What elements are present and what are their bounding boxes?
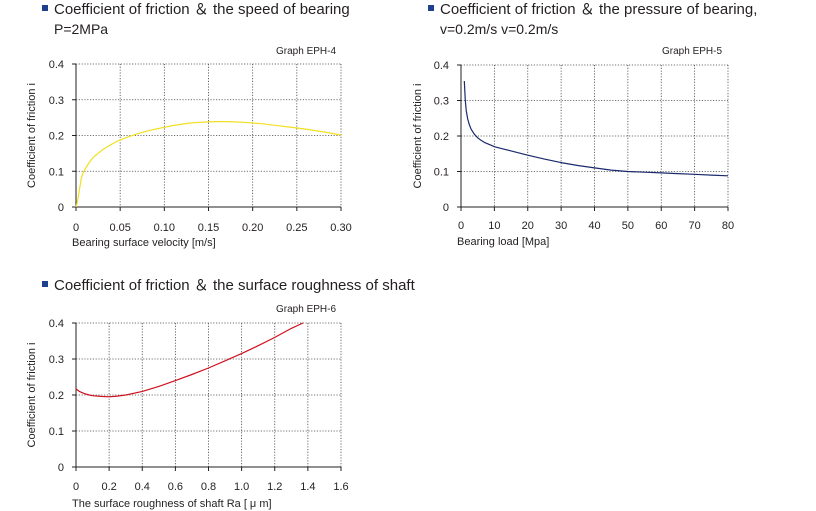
y-tick-label: 0	[58, 202, 64, 214]
x-tick-label: 40	[588, 220, 600, 232]
x-tick-label: 0.10	[154, 222, 175, 234]
chart-panel-eph4: Coefficient of friction ＆ the speed of b…	[0, 0, 360, 260]
chart-heading-text: Coefficient of friction ＆ the speed of b…	[54, 1, 350, 18]
graph-id: Graph EPH-4	[276, 46, 337, 57]
x-tick-label: 70	[689, 220, 701, 232]
x-tick-label: 0.8	[201, 481, 216, 493]
series-line	[463, 80, 729, 177]
x-tick-label: 1.6	[333, 481, 348, 493]
y-tick-label: 0.2	[434, 131, 449, 143]
x-tick-label: 30	[555, 220, 567, 232]
series-line	[75, 121, 342, 208]
x-tick-label: 50	[622, 220, 634, 232]
y-tick-label: 0.2	[49, 390, 64, 402]
x-tick-label: 0.30	[330, 222, 351, 234]
y-axis-label: Coefficient of friction i	[26, 343, 38, 448]
x-tick-label: 0.6	[168, 481, 183, 493]
chart-heading: Coefficient of friction ＆ the speed of b…	[42, 0, 350, 19]
x-tick-label: 0.20	[242, 222, 263, 234]
x-tick-label: 20	[522, 220, 534, 232]
x-tick-label: 80	[722, 220, 734, 232]
x-tick-label: 1.4	[300, 481, 315, 493]
chart-heading: Coefficient of friction ＆ the surface ro…	[42, 276, 415, 295]
y-tick-label: 0.1	[434, 167, 449, 179]
y-tick-label: 0.3	[49, 95, 64, 107]
x-axis-label: Bearing surface velocity [m/s]	[72, 237, 216, 249]
chart-heading-text: Coefficient of friction ＆ the surface ro…	[54, 277, 415, 294]
y-tick-label: 0.4	[49, 318, 64, 330]
graph-id: Graph EPH-6	[276, 304, 337, 315]
x-tick-label: 0	[73, 222, 79, 234]
x-tick-label: 1.2	[267, 481, 282, 493]
x-tick-label: 0	[73, 481, 79, 493]
bullet-icon	[42, 281, 48, 287]
chart-eph6: 0 0.2 0.4 0.6 0.8 1.0 1.2 1.4 1.6 0 0.1 0.2 0.3 0.4 Th…	[26, 318, 349, 510]
x-tick-label: 10	[488, 220, 500, 232]
y-tick-label: 0.3	[434, 96, 449, 108]
x-tick-label: 0.15	[198, 222, 219, 234]
y-tick-label: 0.1	[49, 166, 64, 178]
series-line	[75, 322, 304, 398]
x-tick-label: 0	[458, 220, 464, 232]
y-tick-label: 0	[58, 462, 64, 474]
chart-eph5: 0 10 20 30 40 50 60 70 80 0 0.1 0.2 0.3 0.4 Bearing lo…	[412, 60, 734, 248]
x-axis-label: The surface roughness of shaft Ra [ μ m]	[72, 498, 272, 510]
y-tick-label: 0.1	[49, 426, 64, 438]
x-tick-label: 0.25	[286, 222, 307, 234]
x-tick-label: 0.05	[109, 222, 130, 234]
chart-subheading: P=2MPa	[54, 21, 109, 37]
x-tick-label: 0.2	[101, 481, 116, 493]
y-tick-label: 0.3	[49, 354, 64, 366]
y-axis-label: Coefficient of friction i	[412, 84, 424, 189]
chart-panel-eph5: Coefficient of friction ＆ the pressure o…	[390, 0, 810, 260]
bullet-icon	[428, 5, 434, 11]
bullet-icon	[42, 5, 48, 11]
x-tick-label: 0.4	[135, 481, 150, 493]
y-tick-label: 0	[443, 202, 449, 214]
chart-heading-text: Coefficient of friction ＆ the pressure o…	[440, 1, 758, 18]
chart-panel-eph6: Coefficient of friction ＆ the surface ro…	[0, 276, 440, 511]
y-tick-label: 0.4	[434, 60, 449, 72]
x-tick-label: 60	[655, 220, 667, 232]
x-axis-label: Bearing load [Mpa]	[457, 236, 549, 248]
graph-id: Graph EPH-5	[662, 46, 723, 57]
y-tick-label: 0.2	[49, 131, 64, 143]
y-tick-label: 0.4	[49, 59, 64, 71]
x-tick-label: 1.0	[234, 481, 249, 493]
y-axis-label: Coefficient of friction i	[26, 83, 38, 188]
chart-eph4: 0 0.05 0.10 0.15 0.20 0.25 0.30 0 0.1 0.2 0.3 0.4 Be…	[26, 59, 352, 249]
chart-heading: Coefficient of friction ＆ the pressure o…	[428, 0, 757, 19]
chart-subheading: v=0.2m/s v=0.2m/s	[440, 21, 559, 37]
